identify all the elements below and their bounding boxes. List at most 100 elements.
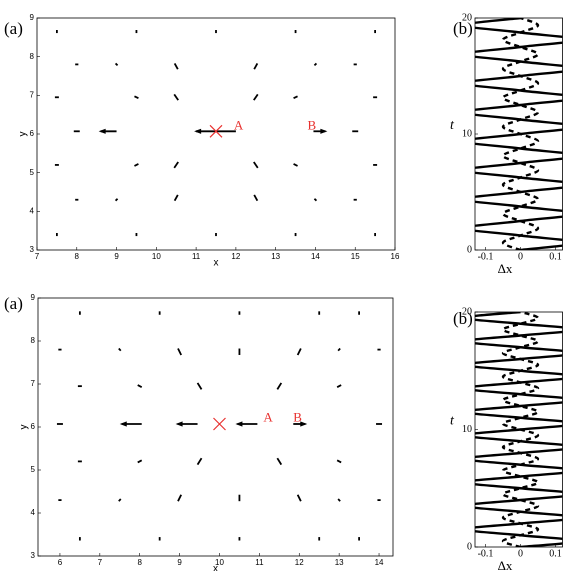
y-tick-label: 6 (31, 422, 36, 431)
arrow (296, 494, 302, 502)
arrow-shaft (173, 93, 179, 101)
arrow (114, 198, 119, 202)
y-axis-label: t (450, 118, 455, 133)
panel-label: (b) (453, 309, 473, 328)
arrow (177, 348, 183, 356)
y-tick-label: 6 (30, 129, 35, 138)
y-tick-label: 0 (467, 541, 472, 552)
arrow (336, 384, 342, 389)
arrow-shaft (137, 384, 143, 389)
x-tick-label: 0.1 (549, 548, 562, 559)
arrow-shaft (336, 459, 342, 464)
x-axis-label: x (214, 258, 219, 269)
arrow-shaft (134, 163, 139, 167)
y-tick-label: 5 (31, 465, 36, 474)
arrow-head (235, 421, 243, 427)
arrow-shaft (313, 198, 318, 202)
arrow-shaft (253, 63, 259, 70)
arrow (175, 421, 198, 427)
x-tick-label: 12 (231, 252, 240, 261)
y-tick-label: 3 (31, 551, 36, 560)
arrow (114, 62, 119, 67)
x-tick-label: 11 (255, 558, 264, 567)
arrow (337, 347, 341, 352)
x-tick-label: 0 (518, 548, 523, 559)
arrow (134, 163, 139, 167)
arrow (276, 382, 283, 390)
cross-marker (209, 124, 223, 138)
x-tick-label: 9 (114, 252, 119, 261)
arrow-shaft (293, 163, 298, 167)
y-tick-label: 8 (30, 52, 35, 61)
arrow (119, 421, 142, 427)
arrow (293, 95, 298, 100)
arrow (313, 62, 318, 67)
cross-stroke (213, 417, 226, 431)
arrow-shaft (337, 347, 341, 352)
x-tick-label: 8 (75, 252, 80, 261)
y-tick-label: 3 (30, 245, 35, 254)
y-tick-label: 4 (30, 206, 35, 215)
panel: (b) -0.1 0 0.1 0 10 20 Δx t (450, 12, 563, 276)
arrow (293, 163, 298, 167)
x-tick-label: 11 (192, 252, 201, 261)
arrow (253, 194, 259, 202)
arrow-head (320, 128, 328, 134)
arrow (313, 198, 318, 202)
arrow (173, 93, 179, 101)
y-tick-label: 8 (31, 336, 36, 345)
arrow (253, 161, 259, 169)
x-axis-label: x (213, 564, 218, 571)
arrow (118, 498, 122, 502)
arrow (336, 459, 342, 464)
arrow-shaft (253, 93, 259, 101)
arrow-shaft (173, 161, 179, 169)
arrow-shaft (336, 384, 342, 389)
arrow-shaft (276, 382, 283, 390)
y-tick-label: 0 (467, 244, 472, 255)
arrow-shaft (293, 95, 298, 100)
panel-label: (a) (4, 19, 23, 38)
x-tick-label: 14 (311, 252, 320, 261)
arrow (173, 63, 179, 70)
arrow-shaft (296, 494, 302, 502)
x-tick-label: 9 (177, 558, 182, 567)
x-tick-label: 15 (351, 252, 360, 261)
x-tick-label: -0.1 (478, 548, 494, 559)
series-line (501, 312, 540, 547)
arrow-head (300, 421, 308, 427)
arrow (276, 457, 283, 466)
arrow-shaft (173, 194, 179, 202)
x-tick-label: 7 (98, 558, 103, 567)
arrow-shaft (296, 348, 302, 356)
arrow (196, 382, 203, 390)
x-tick-label: 12 (295, 558, 304, 567)
arrow (253, 93, 259, 101)
arrow (177, 494, 183, 502)
y-tick-label: 9 (31, 293, 36, 302)
x-tick-label: 13 (335, 558, 344, 567)
arrow-shaft (337, 498, 341, 502)
x-tick-label: 14 (375, 558, 384, 567)
arrow (137, 384, 143, 389)
cross-marker (213, 417, 226, 431)
series-line (475, 18, 563, 250)
x-tick-label: 0.1 (549, 251, 562, 262)
panel-label: (a) (4, 294, 23, 313)
y-axis-label: t (450, 414, 455, 429)
arrow-shaft (196, 382, 203, 390)
y-tick-label: 10 (462, 424, 472, 435)
y-tick-label: 4 (31, 508, 36, 517)
arrow (235, 421, 258, 427)
arrow-shaft (118, 498, 122, 502)
arrow (173, 194, 179, 202)
panel: (a) 7 8 9 10 11 12 13 14 15 16 3 4 5 6 7 8 9 x y A B (4, 13, 400, 269)
arrow (118, 347, 122, 352)
x-tick-label: 6 (58, 558, 63, 567)
arrow (173, 161, 179, 169)
arrow-shaft (134, 95, 139, 100)
plot-frame (37, 297, 394, 557)
y-tick-label: 7 (31, 379, 36, 388)
annotation: A (263, 409, 273, 424)
arrow-shaft (196, 457, 203, 466)
